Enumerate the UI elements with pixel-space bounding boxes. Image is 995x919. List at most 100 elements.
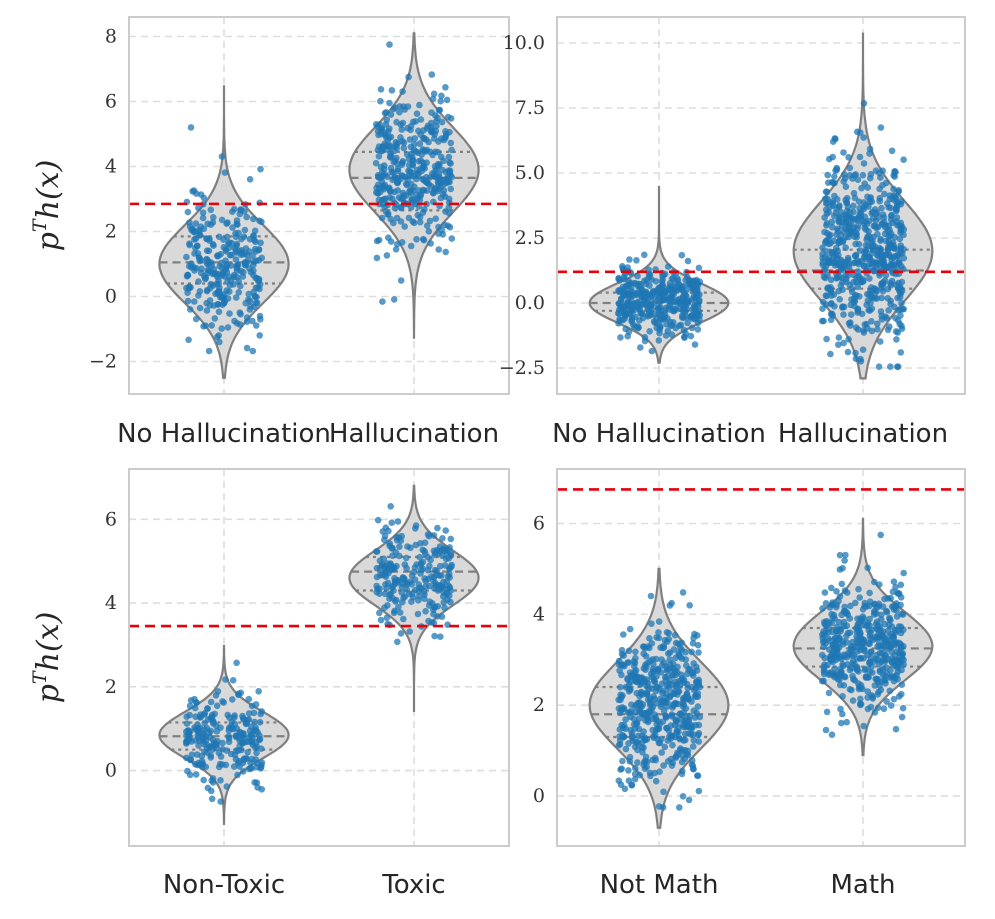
data-point [386, 41, 393, 48]
data-point [829, 153, 836, 161]
data-point [846, 172, 854, 179]
data-point [634, 272, 641, 280]
data-point [426, 217, 434, 225]
data-point [248, 702, 256, 710]
data-point [839, 564, 846, 572]
data-point [630, 715, 638, 723]
data-point [651, 769, 659, 777]
data-point [441, 604, 448, 612]
data-point [253, 749, 260, 757]
data-point [822, 622, 830, 629]
data-point [899, 611, 907, 618]
data-point [874, 230, 881, 238]
data-point [876, 668, 884, 675]
data-point [208, 795, 216, 803]
x-category-label: Not Math [600, 870, 719, 900]
data-point [893, 613, 901, 620]
data-point [373, 254, 381, 262]
data-point [622, 683, 630, 691]
data-point [843, 589, 851, 596]
data-point [836, 676, 843, 683]
data-point [219, 301, 226, 309]
data-point [898, 690, 905, 698]
data-point [249, 347, 257, 355]
data-point [662, 713, 670, 720]
data-point [884, 285, 892, 293]
data-point [836, 593, 844, 600]
data-point [223, 220, 230, 227]
y-axis-label: pTh(x) [29, 612, 66, 704]
data-point [382, 131, 389, 139]
data-point [430, 190, 437, 197]
data-point [844, 348, 852, 356]
data-point [819, 677, 826, 685]
data-point [832, 643, 839, 650]
data-point [840, 264, 848, 272]
data-point [448, 563, 455, 570]
data-point [850, 208, 857, 216]
data-point [228, 251, 235, 259]
data-point [379, 184, 387, 191]
data-point [421, 206, 428, 213]
data-point [883, 645, 891, 653]
data-point [898, 713, 906, 721]
data-point [893, 658, 901, 665]
y-tick-label: 0 [105, 760, 117, 782]
data-point [388, 168, 396, 176]
data-point [382, 524, 390, 531]
data-point [217, 753, 225, 760]
data-point [836, 551, 844, 559]
data-point [837, 627, 844, 635]
data-point [893, 206, 900, 213]
data-point [213, 702, 221, 710]
data-point [890, 185, 897, 193]
data-point [868, 257, 876, 265]
data-point [828, 292, 835, 299]
data-point [872, 633, 879, 641]
data-point [864, 564, 871, 572]
data-point [631, 725, 639, 732]
data-point [867, 648, 875, 656]
data-point [222, 761, 230, 769]
data-point [198, 763, 206, 771]
data-point [436, 572, 443, 579]
data-point [838, 580, 846, 588]
data-point [653, 721, 660, 728]
data-point [218, 325, 225, 332]
data-point [397, 134, 404, 141]
data-point [823, 220, 831, 227]
data-point [873, 262, 880, 270]
data-point [231, 317, 238, 325]
data-point [373, 189, 380, 196]
data-point [895, 258, 903, 265]
data-point [827, 276, 835, 284]
data-point [839, 304, 846, 311]
data-point [383, 252, 391, 259]
data-point [854, 283, 861, 291]
data-point [672, 753, 679, 760]
data-point [633, 674, 641, 682]
data-point [622, 745, 630, 753]
data-point [852, 349, 859, 357]
y-axis-label: pTh(x) [29, 160, 66, 252]
data-point [852, 599, 859, 607]
plot-area [588, 32, 934, 380]
data-point [198, 265, 205, 273]
data-point [632, 648, 639, 656]
data-point [665, 629, 673, 637]
data-point [403, 564, 410, 572]
data-point [819, 298, 827, 306]
data-point [233, 249, 240, 256]
data-point [253, 779, 261, 786]
y-tick-label: 2 [105, 676, 117, 698]
data-point [396, 609, 404, 616]
data-point [232, 256, 240, 263]
x-category-label: No Hallucination [552, 419, 766, 449]
data-point [837, 282, 845, 289]
data-point [823, 708, 831, 716]
data-point [674, 277, 682, 284]
data-point [842, 183, 850, 190]
data-point [415, 588, 422, 595]
data-point [186, 240, 193, 247]
data-point [832, 209, 840, 217]
